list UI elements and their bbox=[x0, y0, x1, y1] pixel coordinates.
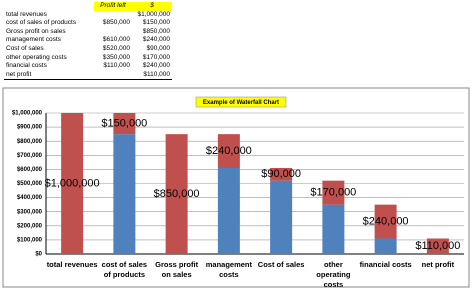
x-tick-label: financial costs bbox=[359, 260, 412, 269]
data-label: $170,000 bbox=[310, 187, 356, 199]
bar-segment bbox=[270, 167, 293, 181]
table-cell: financial costs bbox=[6, 62, 47, 70]
data-label: $240,000 bbox=[206, 145, 252, 157]
bar-segment bbox=[426, 238, 449, 254]
y-tick-label: $1,000,000 bbox=[12, 111, 43, 117]
y-tick-label: $500,000 bbox=[17, 181, 43, 187]
table-cell: management costs bbox=[6, 36, 61, 44]
x-tick-label: total revenues bbox=[46, 260, 98, 269]
bar-segment bbox=[217, 167, 240, 254]
bar-segment bbox=[165, 134, 188, 254]
data-label: $1,000,000 bbox=[45, 177, 100, 189]
y-tick-label: $0 bbox=[35, 252, 42, 258]
table-cell: Cost of sales bbox=[6, 44, 44, 52]
table-cell: total revenues bbox=[6, 10, 47, 18]
table-cell: net profit bbox=[4, 70, 94, 81]
table-cell: other operating costs bbox=[6, 53, 67, 61]
bar-segment bbox=[374, 204, 397, 239]
bar-segment bbox=[61, 113, 84, 254]
table-cell: cost of sales of products bbox=[6, 19, 77, 27]
data-label: $150,000 bbox=[101, 117, 147, 129]
y-tick-label: $900,000 bbox=[17, 125, 43, 131]
header-cell: Profit left bbox=[94, 2, 132, 11]
table-cell: $610,000 bbox=[102, 36, 130, 44]
bar-segment bbox=[322, 180, 345, 205]
chart-title: Example of Waterfall Chart bbox=[203, 100, 279, 106]
table-cell: $150,000 bbox=[142, 19, 170, 27]
table-row: net profit $110,000 bbox=[4, 70, 172, 81]
table-cell: $850,000 bbox=[102, 19, 130, 27]
title-box bbox=[195, 96, 287, 108]
y-tick-label: $400,000 bbox=[17, 195, 43, 201]
table-cell: $240,000 bbox=[142, 36, 170, 44]
table-cell bbox=[94, 70, 132, 81]
header-cell bbox=[4, 2, 94, 11]
x-tick-label: other operating costs bbox=[316, 260, 351, 289]
table-row: cost of sales of products $850,000 $150,00… bbox=[4, 19, 172, 28]
data-label: $110,000 bbox=[415, 240, 460, 252]
table-cell: Gross profit on sales bbox=[6, 27, 66, 35]
header-cell: $ bbox=[132, 2, 172, 11]
header-row: Profit left $ bbox=[4, 2, 172, 11]
data-label: $850,000 bbox=[154, 188, 200, 200]
y-tick-label: $600,000 bbox=[17, 167, 43, 173]
table-cell: $350,000 bbox=[102, 53, 130, 61]
data-label: $90,000 bbox=[261, 168, 301, 180]
table-cell: $240,000 bbox=[142, 62, 170, 70]
data-label: $240,000 bbox=[363, 215, 409, 227]
x-tick-label: net profit bbox=[421, 260, 455, 269]
table-cell: $110,000 bbox=[103, 62, 130, 70]
table-row: financial costs $110,000 $240,000 bbox=[4, 62, 172, 71]
table-row: Cost of sales $520,000 $90,000 bbox=[4, 45, 172, 54]
y-tick-label: $200,000 bbox=[17, 223, 43, 229]
x-tick-label: management costs bbox=[205, 260, 252, 279]
table-cell: $520,000 bbox=[102, 44, 130, 52]
bar-segment bbox=[217, 134, 240, 168]
table-cell: $110,000 bbox=[132, 70, 172, 81]
table-cell: $850,000 bbox=[142, 27, 170, 35]
table-cell: $1,000,000 bbox=[137, 10, 170, 18]
bar-segment bbox=[113, 113, 136, 135]
x-tick-label: Gross profit on sales bbox=[155, 260, 199, 279]
x-tick-label: cost of sales of products bbox=[101, 260, 148, 279]
table-cell: $170,000 bbox=[142, 53, 170, 61]
table-row: Gross profit on sales $850,000 bbox=[4, 28, 172, 37]
y-tick-label: $700,000 bbox=[17, 153, 43, 159]
table-row: total revenues $1,000,000 bbox=[4, 11, 172, 20]
data-table: Profit left $ total revenues $1,000,000 cost… bbox=[4, 2, 172, 81]
y-tick-label: $800,000 bbox=[17, 139, 43, 145]
table-cell: $90,000 bbox=[146, 44, 171, 52]
y-tick-label: $300,000 bbox=[17, 209, 43, 215]
y-tick-label: $100,000 bbox=[17, 237, 43, 243]
bar-segment bbox=[374, 238, 397, 254]
bar-segment bbox=[113, 134, 136, 254]
bar-segment bbox=[322, 204, 345, 254]
table-row: other operating costs $350,000 $170,000 bbox=[4, 54, 172, 63]
x-tick-label: Cost of sales bbox=[257, 260, 305, 269]
table-row: management costs $610,000 $240,000 bbox=[4, 36, 172, 45]
bar-segment bbox=[270, 180, 293, 254]
